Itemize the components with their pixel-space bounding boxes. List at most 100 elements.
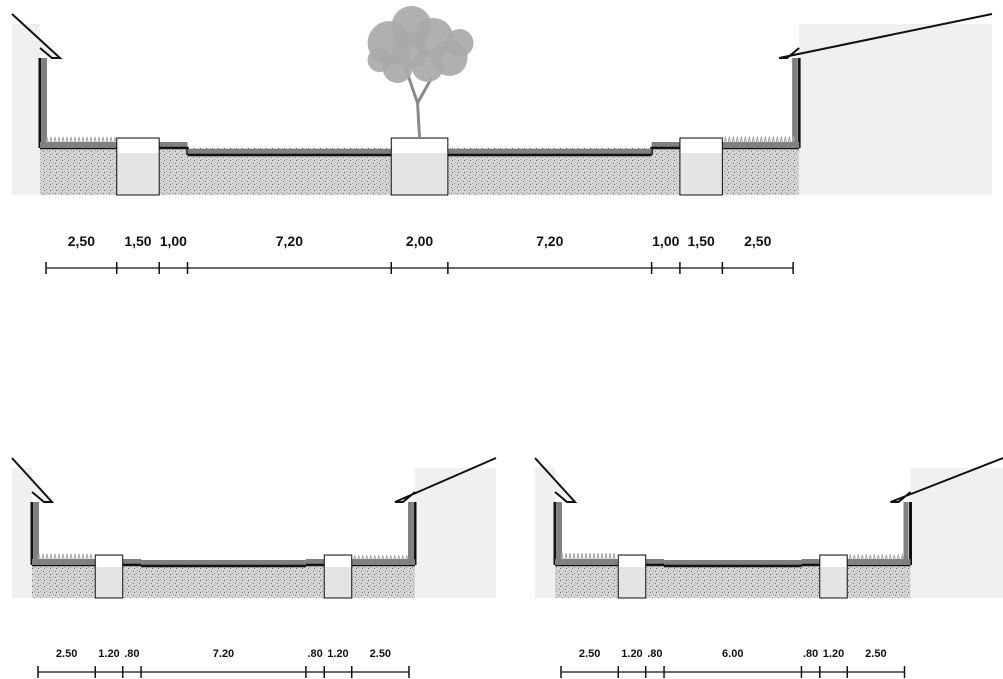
median-planter-top bbox=[392, 139, 447, 153]
grass-tuft bbox=[365, 554, 369, 560]
grass-tuft bbox=[37, 553, 41, 560]
grass-tuft bbox=[608, 552, 612, 560]
grass-tuft bbox=[377, 554, 381, 560]
roadway-left bbox=[187, 149, 392, 155]
curb-strip-right bbox=[801, 559, 820, 565]
grass-tuft bbox=[791, 136, 795, 143]
roadway-right bbox=[447, 149, 652, 155]
grass-tuft bbox=[604, 552, 608, 560]
grass-tuft bbox=[576, 552, 580, 560]
facade-plaster-left bbox=[42, 58, 47, 148]
roof-right bbox=[778, 13, 993, 59]
curb-right bbox=[800, 563, 820, 567]
grass-tuft bbox=[49, 136, 53, 143]
building-wall-right bbox=[414, 468, 496, 598]
grass-tuft bbox=[739, 136, 743, 143]
grass-tuft bbox=[45, 553, 49, 560]
grass-tuft bbox=[85, 553, 89, 560]
grass-tuft bbox=[876, 553, 880, 560]
grass-tuft bbox=[600, 552, 604, 560]
grass-tuft bbox=[747, 136, 751, 143]
curb-right bbox=[304, 563, 325, 567]
roof-right bbox=[890, 457, 1003, 503]
grass-tuft bbox=[560, 552, 564, 560]
roadway bbox=[664, 560, 802, 566]
grass-tuft bbox=[892, 553, 896, 560]
dimension-label: 2,50 bbox=[744, 233, 771, 249]
grass-tuft bbox=[783, 136, 787, 143]
planter-right-top bbox=[680, 139, 722, 153]
dimension-label: 2.50 bbox=[865, 648, 886, 660]
building-wall-left bbox=[12, 468, 32, 598]
curb-strip-left bbox=[645, 559, 665, 565]
grass-tuft bbox=[880, 553, 884, 560]
grass-tuft bbox=[580, 552, 584, 560]
dimension-label: 2.50 bbox=[56, 648, 77, 660]
facade-plaster-right bbox=[903, 502, 909, 565]
grass-tuft bbox=[389, 554, 393, 560]
grass-tuft bbox=[860, 553, 864, 560]
dimension-label: 2,50 bbox=[68, 233, 95, 249]
grass-tuft bbox=[779, 136, 783, 143]
grass-tuft bbox=[767, 136, 771, 143]
tree-trunk bbox=[404, 67, 433, 139]
grass-tuft bbox=[568, 552, 572, 560]
grass-tuft bbox=[53, 553, 57, 560]
grass-tuft bbox=[872, 553, 876, 560]
curb-strip-right bbox=[651, 142, 680, 148]
grass-tuft bbox=[584, 552, 588, 560]
soil-layer bbox=[32, 565, 415, 598]
soil-layer bbox=[555, 565, 911, 598]
building-wall-right bbox=[799, 24, 992, 195]
grass-tuft bbox=[393, 554, 397, 560]
grass-tuft bbox=[771, 136, 775, 143]
tree-canopy bbox=[445, 29, 474, 57]
tree-canopy bbox=[367, 48, 392, 72]
dimension-label: 7,20 bbox=[276, 233, 303, 249]
grass-tuft bbox=[588, 552, 592, 560]
grass-tuft bbox=[731, 136, 735, 143]
grass-tuft bbox=[755, 136, 759, 143]
dimension-label: 2,00 bbox=[406, 233, 433, 249]
grass-tuft bbox=[41, 553, 45, 560]
dimension-label: 1.20 bbox=[98, 648, 119, 660]
grass-tuft bbox=[612, 552, 616, 560]
sidewalk-paving-left bbox=[32, 559, 96, 565]
dimension-label: 7,20 bbox=[536, 233, 563, 249]
grass-tuft bbox=[727, 136, 731, 143]
grass-tuft bbox=[85, 136, 89, 143]
grass-tuft bbox=[564, 552, 568, 560]
grass-tuft bbox=[572, 552, 576, 560]
street-section-bottom-left: 2.50 1.20 .80 7.20 .80 1.20 2.50 bbox=[11, 457, 497, 678]
grass-tuft bbox=[864, 553, 868, 560]
planter-left-top bbox=[117, 139, 159, 153]
roof-left bbox=[11, 13, 63, 59]
grass-tuft bbox=[353, 554, 357, 560]
dimension-label: .80 bbox=[647, 648, 662, 660]
grass-tuft bbox=[381, 554, 385, 560]
dimension-line: 2.50 1.20 .80 6.00 .80 1.20 2.50 bbox=[560, 648, 906, 678]
sidewalk-paving-right bbox=[847, 559, 911, 565]
grass-tuft bbox=[45, 136, 49, 143]
sidewalk-paving-right bbox=[722, 142, 800, 148]
grass-tuft bbox=[723, 136, 727, 143]
grass-tuft bbox=[77, 136, 81, 143]
grass-tuft bbox=[69, 136, 73, 143]
dimension-line: 2.50 1.20 .80 7.20 .80 1.20 2.50 bbox=[37, 648, 410, 678]
grass-tuft bbox=[592, 552, 596, 560]
dimension-label: .80 bbox=[803, 648, 818, 660]
dimension-label: 1,50 bbox=[124, 233, 151, 249]
grass-tuft bbox=[109, 136, 113, 143]
dimension-label: .80 bbox=[307, 648, 322, 660]
grass-tuft bbox=[751, 136, 755, 143]
curb-strip-left bbox=[122, 559, 142, 565]
tree-icon bbox=[367, 6, 474, 139]
building-wall-left bbox=[535, 468, 555, 598]
grass-tuft bbox=[397, 554, 401, 560]
grass-tuft bbox=[81, 136, 85, 143]
grass-tuft bbox=[361, 554, 365, 560]
dimension-label: 1,00 bbox=[652, 233, 679, 249]
grass-tuft bbox=[884, 553, 888, 560]
grass-tuft bbox=[596, 552, 600, 560]
grass-tuft bbox=[77, 553, 81, 560]
